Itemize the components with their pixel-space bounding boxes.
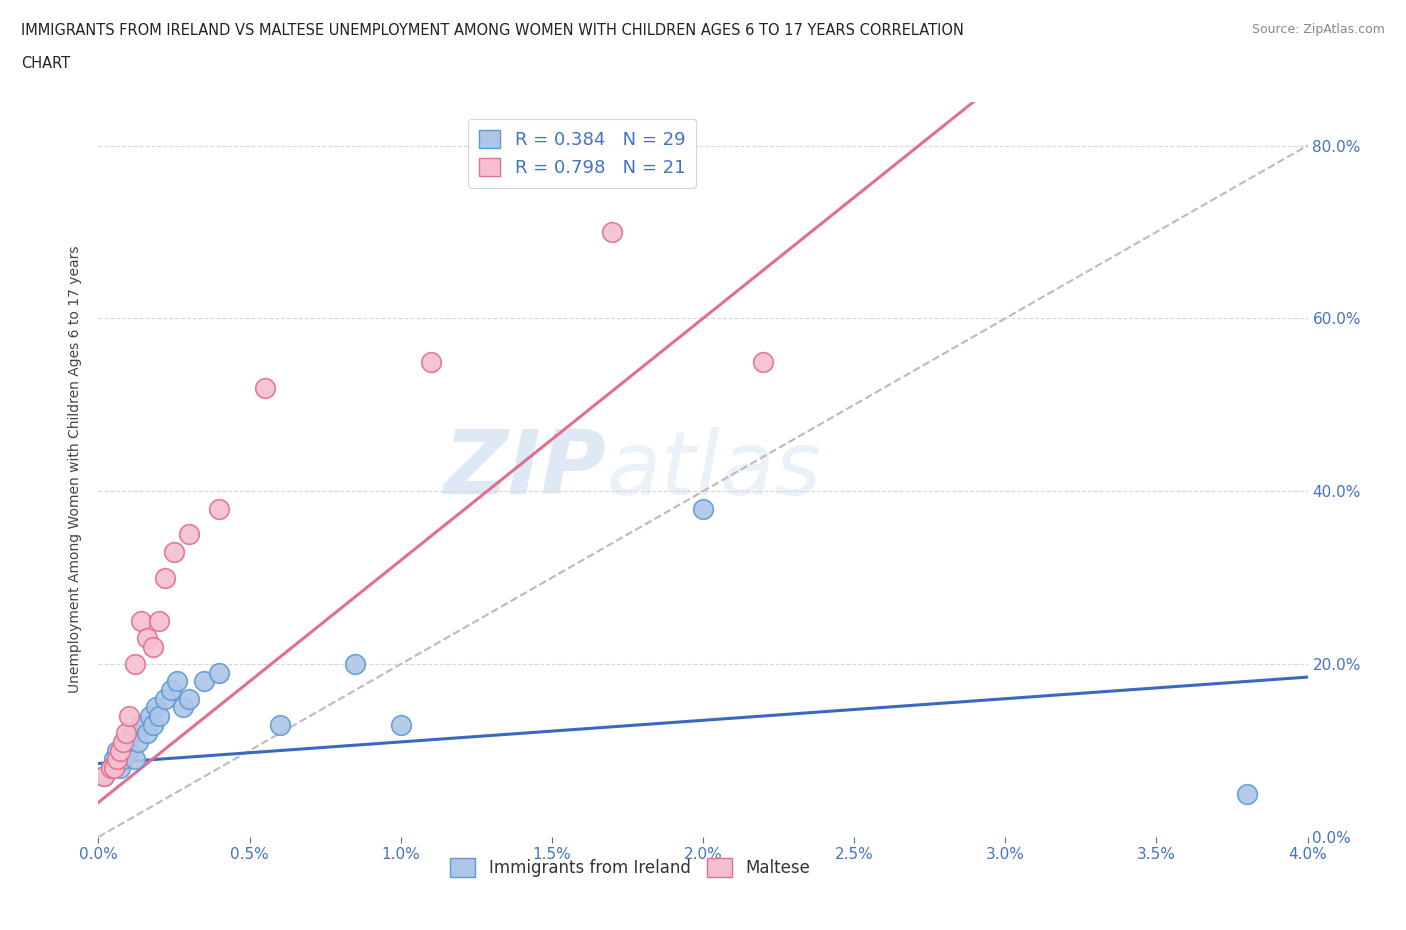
Point [208,665,231,680]
Point [108,761,131,776]
Point [129,717,152,732]
Point [100,761,122,776]
Point [269,717,291,732]
Point [135,631,157,645]
Point [344,657,367,671]
Point [148,709,170,724]
Text: IMMIGRANTS FROM IRELAND VS MALTESE UNEMPLOYMENT AMONG WOMEN WITH CHILDREN AGES 6: IMMIGRANTS FROM IRELAND VS MALTESE UNEMP… [21,23,965,38]
Point [111,751,134,766]
Point [118,743,141,758]
Point [193,674,215,689]
Point [108,743,131,758]
Point [166,674,188,689]
Point [103,751,125,766]
Text: ZIP: ZIP [443,426,606,513]
Point [118,709,141,724]
Y-axis label: Unemployment Among Women with Children Ages 6 to 17 years: Unemployment Among Women with Children A… [69,246,83,694]
Point [253,380,276,395]
Point [153,691,176,706]
Point [142,640,165,655]
Point [153,570,176,585]
Point [100,761,122,776]
Point [124,751,146,766]
Text: atlas: atlas [606,427,821,512]
Point [179,527,201,542]
Point [148,614,170,629]
Point [692,501,714,516]
Text: Source: ZipAtlas.com: Source: ZipAtlas.com [1251,23,1385,36]
Point [124,657,146,671]
Point [114,725,136,740]
Point [602,224,624,239]
Point [129,614,152,629]
Point [163,544,186,559]
Point [127,735,149,750]
Point [172,700,194,715]
Point [752,354,775,369]
Point [135,725,157,740]
Point [114,735,136,750]
Point [160,683,183,698]
Point [111,735,134,750]
Legend: Immigrants from Ireland, Maltese: Immigrants from Ireland, Maltese [444,852,817,883]
Text: CHART: CHART [21,56,70,71]
Point [139,709,162,724]
Point [93,769,115,784]
Point [103,761,125,776]
Point [105,751,128,766]
Point [208,501,231,516]
Point [389,717,412,732]
Point [179,691,201,706]
Point [121,725,143,740]
Point [145,700,167,715]
Point [93,769,115,784]
Point [1236,787,1258,802]
Point [105,743,128,758]
Point [420,354,443,369]
Point [142,717,165,732]
